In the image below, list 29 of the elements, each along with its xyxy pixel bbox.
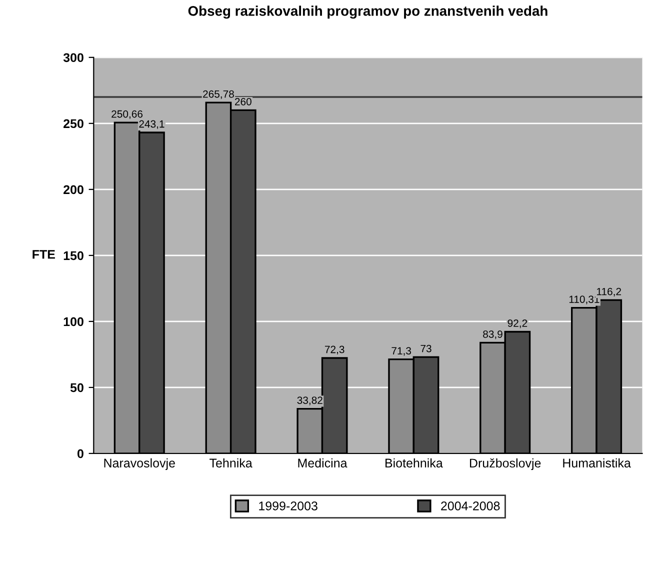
x-tick-label: Družboslovje (470, 458, 541, 470)
y-tick-label: 250 (64, 119, 84, 128)
data-label: 73 (420, 344, 432, 352)
data-label: 92,2 (508, 320, 528, 328)
data-label: 116,2 (597, 288, 621, 296)
data-label: 33,82 (297, 396, 322, 406)
y-tick-label: 0 (77, 449, 84, 458)
chart-title: Obseg raziskovalnih programov po znanstvenih vedah (188, 6, 548, 19)
data-label: 71,3 (392, 347, 411, 356)
legend-label: 2004-2008 (441, 502, 500, 510)
y-tick-label: 300 (63, 53, 84, 62)
legend-label: 1999-2003 (259, 502, 318, 510)
x-tick-label: Humanistika (563, 458, 631, 468)
y-tick-label: 150 (64, 251, 84, 260)
data-label: 110,31 (569, 296, 600, 304)
data-label: 72,3 (324, 346, 344, 354)
data-label: 260 (234, 98, 252, 106)
x-tick-label: Naravoslovje (104, 458, 175, 470)
data-label: 243,1 (139, 120, 164, 129)
y-tick-label: 200 (64, 185, 84, 194)
x-tick-label: Tehnika (210, 458, 252, 468)
y-tick-label: 100 (64, 317, 84, 326)
x-tick-label: Medicina (298, 458, 348, 468)
data-label: 83,9 (483, 330, 502, 340)
x-tick-label: Biotehnika (386, 458, 443, 468)
data-label: 265,78 (203, 90, 234, 99)
y-tick-label: 50 (70, 383, 84, 392)
data-label: 250,66 (112, 110, 143, 119)
y-axis-title: FTE (32, 250, 55, 259)
